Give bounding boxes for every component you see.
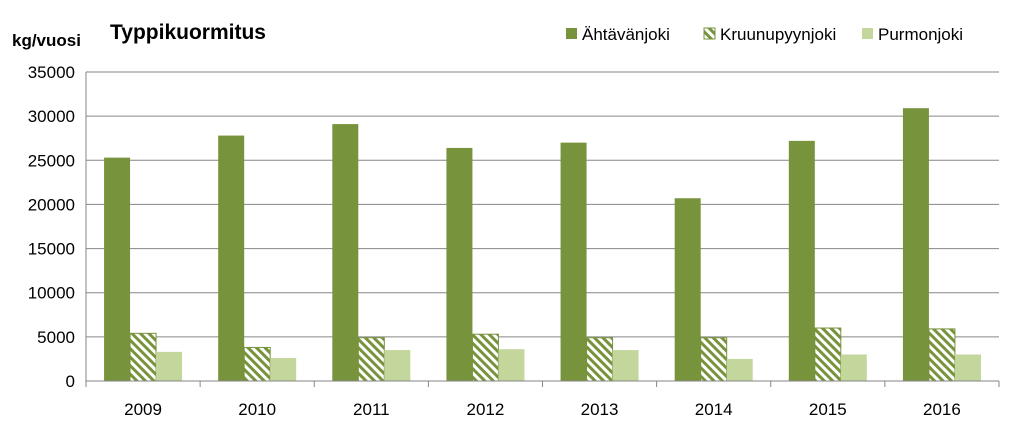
- bar: [156, 351, 183, 381]
- bar: [270, 358, 297, 381]
- bar: [357, 337, 385, 382]
- bar: [498, 349, 525, 381]
- legend-label: Kruunupyynjoki: [720, 25, 836, 44]
- bar: [104, 157, 131, 381]
- chart-title: Typpikuormitus: [110, 21, 266, 44]
- bar: [560, 142, 587, 381]
- legend-swatch: [862, 28, 873, 39]
- x-tick-label: 2012: [467, 400, 505, 419]
- y-tick-label: 35000: [28, 63, 75, 82]
- bar: [243, 346, 271, 382]
- bar: [471, 333, 499, 382]
- y-tick-label: 15000: [28, 240, 75, 259]
- bar: [726, 358, 753, 381]
- y-axis-label: kg/vuosi: [12, 31, 81, 50]
- bar: [586, 337, 614, 382]
- bar: [840, 354, 867, 381]
- bar: [446, 147, 473, 381]
- x-tick-label: 2013: [581, 400, 619, 419]
- bar: [612, 350, 639, 381]
- bar: [384, 350, 411, 381]
- bar: [332, 124, 359, 382]
- bar: [928, 328, 956, 382]
- legend-swatch: [703, 27, 716, 40]
- legend-label: Purmonjoki: [878, 25, 963, 44]
- bar: [218, 135, 245, 381]
- x-tick-label: 2016: [923, 400, 961, 419]
- y-tick-label: 25000: [28, 151, 75, 170]
- y-axis-ticks: 0 5000 10000 15000 20000 25000 30000 35000: [28, 63, 75, 391]
- bar: [129, 332, 157, 382]
- y-tick-label: 0: [66, 372, 75, 391]
- bar: [788, 140, 815, 381]
- x-tick-label: 2009: [124, 400, 162, 419]
- legend-label: Ähtävänjoki: [582, 25, 670, 44]
- bar: [954, 354, 981, 381]
- y-tick-label: 30000: [28, 107, 75, 126]
- x-tick-label: 2011: [353, 400, 390, 419]
- x-axis: 2009 2010 2011 2012 2013 2014 2015 2016: [85, 72, 1000, 419]
- legend: Ähtävänjoki Kruunupyynjoki Purmonjoki: [566, 25, 963, 44]
- bar: [902, 108, 929, 381]
- y-tick-label: 20000: [28, 195, 75, 214]
- y-tick-label: 5000: [37, 328, 75, 347]
- y-tick-label: 10000: [28, 284, 75, 303]
- bar: [674, 198, 701, 381]
- x-tick-label: 2014: [695, 400, 733, 419]
- x-tick-label: 2015: [809, 400, 847, 419]
- x-tick-label: 2010: [238, 400, 276, 419]
- legend-swatch: [566, 28, 577, 39]
- bars: [104, 108, 981, 382]
- bar: [700, 337, 728, 382]
- bar: [814, 327, 842, 382]
